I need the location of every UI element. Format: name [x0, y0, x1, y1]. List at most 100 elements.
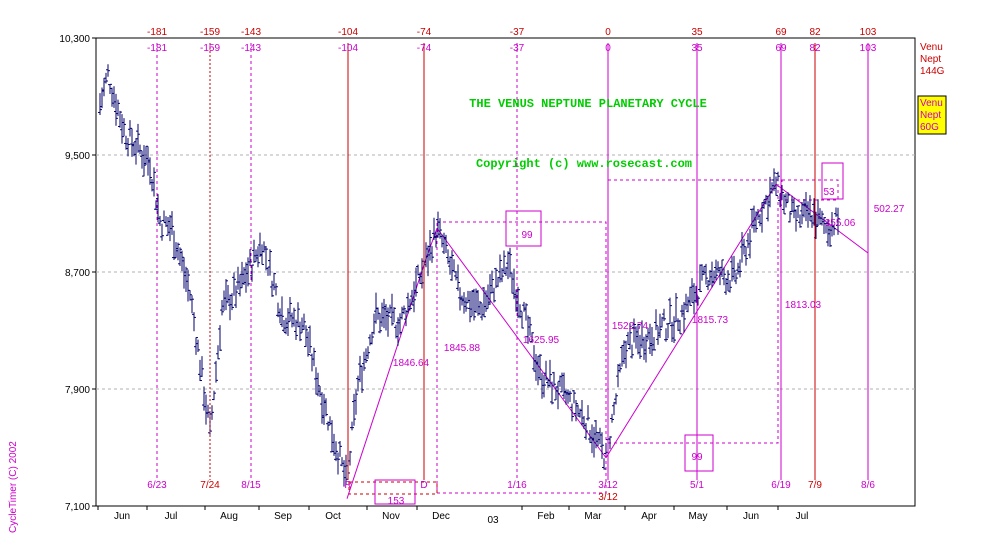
- price-bar: [214, 360, 218, 383]
- price-bar: [430, 246, 434, 263]
- cycle-top-label-2: 35: [691, 43, 703, 54]
- price-bar: [104, 72, 108, 84]
- price-bar: [544, 360, 548, 381]
- price-bar: [176, 242, 180, 261]
- price-bar: [518, 304, 522, 319]
- x-tick-label: Sep: [274, 511, 292, 522]
- price-bar: [572, 389, 576, 404]
- price-bar: [624, 340, 628, 369]
- price-bar: [350, 421, 354, 431]
- price-bar: [336, 452, 340, 475]
- price-bar: [196, 339, 200, 352]
- cycle-top-label-2: -74: [417, 43, 432, 54]
- cycle-top-label: -74: [417, 27, 432, 38]
- price-annotation: 99: [691, 452, 703, 463]
- price-bar: [698, 264, 702, 293]
- price-bar: [122, 118, 126, 137]
- price-bar: [210, 405, 214, 420]
- price-bar: [260, 244, 264, 265]
- price-bar: [444, 234, 448, 254]
- cycle-top-label-2: -37: [510, 43, 525, 54]
- price-bar: [714, 259, 718, 281]
- cycle-bottom-label: 8/6: [861, 480, 875, 491]
- price-bar: [232, 272, 236, 296]
- price-annotation: 1522.74: [612, 321, 649, 332]
- cycle-bottom-label-2: 3/12: [598, 492, 618, 503]
- price-bar: [776, 171, 780, 182]
- x-tick-label: Dec: [432, 511, 450, 522]
- price-bar: [610, 413, 614, 423]
- price-bar: [378, 313, 382, 334]
- cycle-top-label: 35: [691, 27, 703, 38]
- price-bar: [464, 297, 468, 312]
- chart-title: THE VENUS NEPTUNE PLANETARY CYCLE: [469, 97, 707, 111]
- price-bar: [106, 64, 110, 77]
- price-bar: [334, 441, 338, 462]
- x-tick-label: Jul: [796, 511, 809, 522]
- price-bar: [152, 167, 156, 197]
- price-bar: [450, 250, 454, 281]
- legend-label-line: Venu: [920, 98, 943, 109]
- price-annotation: 99: [521, 230, 533, 241]
- price-bar: [192, 312, 196, 332]
- price-bar: [674, 293, 678, 323]
- price-bar: [438, 218, 442, 239]
- price-bar: [170, 211, 174, 235]
- price-bar: [190, 295, 194, 314]
- price-bar: [126, 137, 130, 157]
- price-bar: [296, 302, 300, 328]
- price-bar: [652, 337, 656, 351]
- x-year-label: 03: [487, 515, 499, 526]
- price-bar: [664, 328, 668, 342]
- price-bar: [220, 300, 224, 316]
- cycle-top-label-2: 82: [809, 43, 821, 54]
- price-bar: [726, 270, 730, 292]
- price-bar: [720, 259, 724, 278]
- price-annotation: 153: [388, 496, 405, 507]
- price-bar: [774, 176, 778, 196]
- x-tick-label: Feb: [537, 511, 555, 522]
- x-tick-label: May: [689, 511, 708, 522]
- price-bar: [218, 325, 222, 351]
- x-tick-label: Oct: [325, 511, 341, 522]
- price-bar: [772, 168, 776, 192]
- price-bar: [820, 210, 824, 226]
- cycle-box: [348, 481, 438, 495]
- cycle-top-label-2: 0: [605, 43, 611, 54]
- price-bar: [482, 287, 486, 318]
- cycle-top-label: -37: [510, 27, 525, 38]
- cycle-top-label: 69: [775, 27, 787, 38]
- price-bar: [788, 211, 792, 223]
- price-bar: [828, 225, 832, 247]
- trend-segment: [436, 227, 607, 459]
- price-bar: [552, 371, 556, 387]
- price-bar: [520, 311, 524, 329]
- price-bar: [456, 264, 460, 291]
- price-bar: [688, 286, 692, 306]
- price-bar: [188, 289, 192, 301]
- price-bar: [502, 250, 506, 274]
- price-bar: [362, 351, 366, 371]
- price-bar: [542, 374, 546, 398]
- y-axis: 7,100 7,900 8,700 9,500 10,300: [59, 34, 96, 513]
- price-bar: [754, 211, 758, 233]
- price-bar: [148, 157, 152, 185]
- price-bar: [230, 293, 234, 311]
- cycle-bottom-label: 1/16: [507, 480, 527, 491]
- price-bar: [798, 214, 802, 228]
- price-bar: [216, 345, 220, 360]
- price-bar: [478, 301, 482, 316]
- count-box: [821, 162, 844, 200]
- cycle-bottom-label: R: [344, 480, 351, 491]
- cycle-top-label: -143: [241, 27, 261, 38]
- cycle-top-label-2: 103: [860, 43, 877, 54]
- price-annotation: 355.06: [825, 218, 856, 229]
- price-bar: [294, 319, 298, 341]
- price-bar: [414, 267, 418, 297]
- price-bar: [614, 393, 618, 405]
- cycle-bottom-label: 6/23: [147, 480, 167, 491]
- price-bar: [508, 247, 512, 278]
- price-bar: [128, 120, 132, 137]
- x-tick-label: Nov: [382, 511, 400, 522]
